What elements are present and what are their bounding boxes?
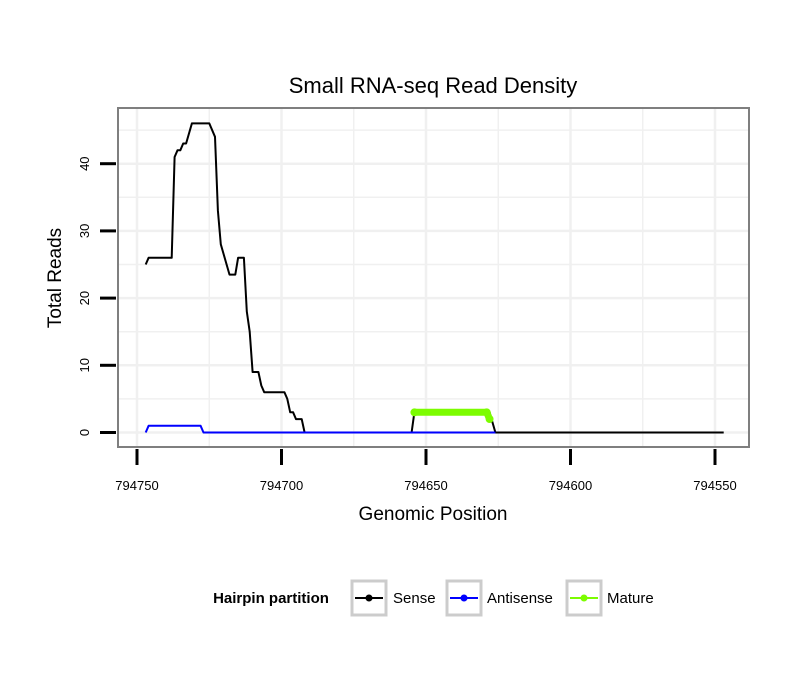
plot-panel xyxy=(117,107,750,448)
y-tick-label-3: 30 xyxy=(77,224,92,238)
legend: Hairpin partition Sense Antisense Mature xyxy=(213,579,654,617)
y-tick-label-0: 0 xyxy=(77,429,92,436)
y-tick-label-1: 10 xyxy=(77,358,92,372)
x-tick-label-2: 794650 xyxy=(404,478,447,493)
y-axis-title: Total Reads xyxy=(45,228,66,328)
legend-label-antisense: Antisense xyxy=(487,590,553,607)
series-point-mature-2 xyxy=(485,415,494,424)
legend-label-mature: Mature xyxy=(607,590,654,607)
legend-title: Hairpin partition xyxy=(213,590,329,607)
x-tick-label-3: 794600 xyxy=(549,478,592,493)
series-lines xyxy=(144,122,724,434)
series-line-antisense xyxy=(144,424,496,434)
x-tick-label-4: 794550 xyxy=(693,478,736,493)
axes: 794750 794700 794650 794600 794550 0 10 20 30 40 xyxy=(77,156,737,493)
grid xyxy=(119,109,748,446)
x-axis-title: Genomic Position xyxy=(359,504,508,525)
series-line-sense xyxy=(144,122,724,434)
y-tick-label-4: 40 xyxy=(77,156,92,170)
series-point-mature-1 xyxy=(482,408,491,417)
x-tick-label-0: 794750 xyxy=(115,478,158,493)
legend-key-point-0 xyxy=(365,594,373,602)
y-tick-label-2: 20 xyxy=(77,291,92,305)
legend-key-point-1 xyxy=(460,594,468,602)
x-tick-label-1: 794700 xyxy=(260,478,303,493)
series-point-mature-0 xyxy=(410,408,419,417)
legend-label-sense: Sense xyxy=(393,590,436,607)
chart-title: Small RNA-seq Read Density xyxy=(289,73,578,98)
legend-keys xyxy=(350,579,603,617)
legend-key-point-2 xyxy=(580,594,588,602)
